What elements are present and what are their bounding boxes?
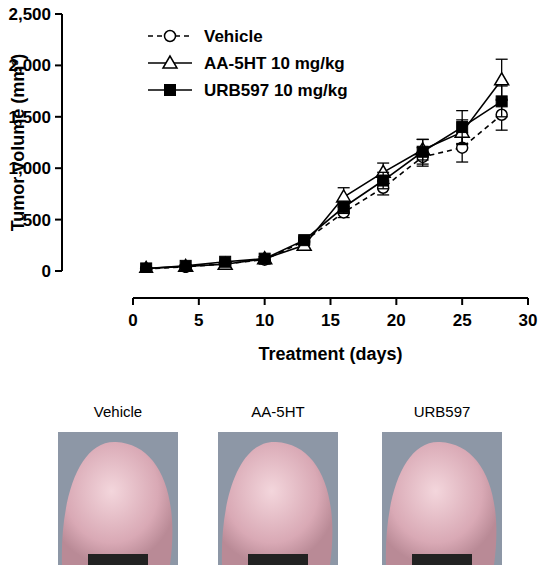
legend-label: Vehicle [204, 27, 263, 46]
data-point [337, 190, 351, 202]
series [140, 99, 508, 273]
legend-marker [163, 56, 177, 68]
photo-background [218, 432, 338, 565]
series-line [146, 101, 502, 268]
data-point [141, 263, 152, 273]
y-axis [61, 14, 63, 271]
photo-label: URB597 [414, 403, 471, 420]
x-tick-label: 30 [519, 311, 538, 330]
y-tick [55, 270, 62, 272]
y-tick [55, 13, 62, 15]
data-point [139, 261, 153, 273]
data-point [457, 122, 468, 133]
data-point [496, 96, 507, 107]
x-tick [198, 298, 200, 305]
legend-marker [165, 31, 176, 42]
legend-marker [165, 85, 176, 96]
x-axis-label: Treatment (days) [258, 344, 402, 364]
error-bar [377, 172, 389, 188]
x-tick-label: 15 [321, 311, 340, 330]
error-bar [417, 139, 429, 164]
x-tick-label: 5 [194, 311, 203, 330]
error-bar [338, 201, 350, 213]
photo-shadow [248, 554, 308, 565]
data-point [259, 253, 270, 264]
photo-tumor [62, 442, 173, 565]
data-point [457, 142, 468, 153]
series [139, 59, 509, 273]
data-point [220, 256, 231, 267]
x-tick-label: 20 [387, 311, 406, 330]
y-axis-label: Tumor volume (mm³) [8, 54, 28, 232]
data-point [495, 73, 509, 85]
data-point [179, 259, 193, 271]
series-line [146, 80, 502, 269]
x-tick-label: 10 [255, 311, 274, 330]
x-tick [461, 298, 463, 305]
y-tick [55, 64, 62, 66]
figure: 05001,0001,5002,0002,500Tumor volume (mm… [0, 0, 550, 565]
legend-label: AA-5HT 10 mg/kg [204, 54, 345, 73]
data-point [180, 260, 191, 271]
y-tick [55, 116, 62, 118]
series [140, 86, 508, 273]
y-tick-label: 2,500 [8, 5, 51, 24]
legend: Vehicle AA-5HT 10 mg/kg URB597 10 mg/kg [148, 27, 348, 100]
photo-shadow [412, 554, 472, 565]
x-tick [527, 298, 529, 305]
photo-label: Vehicle [94, 403, 142, 420]
y-tick [55, 167, 62, 169]
photos: Vehicle AA-5HT URB597 [58, 403, 502, 565]
data-point [141, 263, 152, 273]
y-tick-label: 0 [42, 262, 51, 281]
error-bar [456, 111, 468, 144]
x-tick [132, 298, 134, 305]
photo-background [382, 432, 502, 565]
photo-shadow [88, 554, 148, 565]
plot-area [139, 59, 509, 273]
x-tick-label: 0 [128, 311, 137, 330]
x-tick-label: 25 [453, 311, 472, 330]
data-point [417, 146, 428, 157]
error-bar [496, 86, 508, 117]
photo-tumor [386, 442, 497, 565]
data-point [299, 235, 310, 246]
data-point [378, 175, 389, 186]
y-tick [55, 219, 62, 221]
x-tick [330, 298, 332, 305]
photo-background [58, 432, 178, 565]
data-point [338, 202, 349, 213]
photo-tumor [222, 442, 333, 565]
x-tick [395, 298, 397, 305]
data-point [258, 252, 272, 264]
x-tick [264, 298, 266, 305]
photo-label: AA-5HT [251, 403, 304, 420]
legend-label: URB597 10 mg/kg [204, 81, 348, 100]
